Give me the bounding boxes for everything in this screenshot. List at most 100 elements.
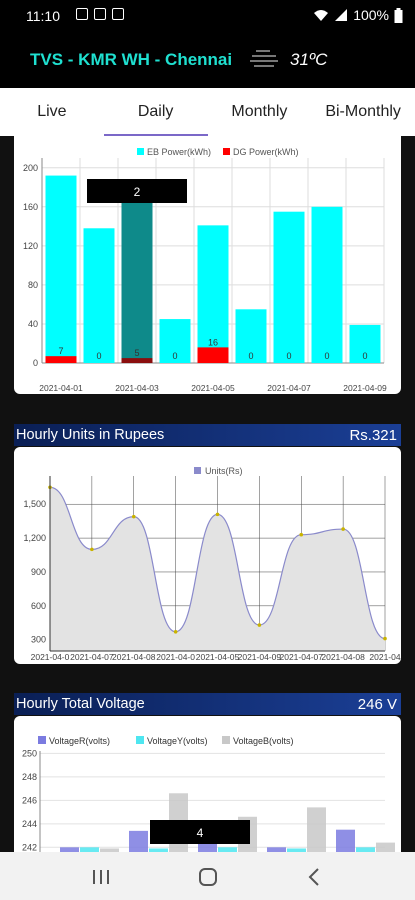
eb-power-bar [159, 319, 191, 363]
y-tick-label: 300 [31, 635, 46, 645]
location-title: TVS - KMR WH - Chennai [30, 50, 233, 69]
data-point [131, 514, 136, 519]
legend-swatch [194, 467, 201, 474]
system-nav-bar [0, 852, 415, 900]
y-tick-label: 600 [31, 601, 46, 611]
signal-icon [335, 9, 348, 21]
fog-icon [250, 50, 278, 67]
status-right: 100% [313, 7, 403, 23]
x-tick-label: 2021-04-08 [321, 652, 365, 662]
x-tick-label: 2021-04-05 [191, 383, 235, 393]
x-tick-label: 2021-04-07 [70, 652, 114, 662]
tab-live[interactable]: Live [37, 103, 67, 120]
camera-icon [112, 8, 124, 20]
battery-percent: 100% [353, 7, 389, 23]
bar-data-label: 0 [286, 351, 291, 361]
x-tick-label: 2021-04-01 [39, 383, 83, 393]
x-tick-label: 2021-04 [369, 652, 400, 662]
bar-data-label: 0 [362, 351, 367, 361]
eb-power-bar [235, 309, 267, 363]
x-tick-label: 2021-04-09 [343, 383, 387, 393]
image-icon [94, 8, 106, 20]
area-fill [50, 487, 385, 651]
chart-tooltip [87, 179, 187, 203]
dg-power-bar [45, 356, 77, 363]
wifi-icon [314, 10, 329, 21]
data-point [173, 630, 178, 634]
rupees-card: Units(Rs) 300 600 900 1,200 1,500 2021-04-0 202… [14, 447, 401, 664]
legend-label: VoltageR(volts) [49, 736, 110, 746]
voltage-bar [100, 848, 119, 852]
y-tick-label: 1,200 [23, 533, 46, 543]
eb-power-bar [121, 197, 153, 363]
legend-label: VoltageB(volts) [233, 736, 294, 746]
voltage-bar [336, 829, 355, 852]
legend-label: EB Power(kWh) [147, 147, 211, 157]
home-icon[interactable] [193, 866, 223, 888]
y-tick-label: 250 [22, 748, 37, 758]
bar-data-label: 7 [58, 346, 63, 356]
voltage-section-title: Hourly Total Voltage [16, 696, 145, 712]
eb-power-bar [273, 211, 305, 363]
voltage-bar [267, 847, 286, 852]
eb-power-bar [83, 228, 115, 363]
notification-icons [76, 8, 124, 20]
data-point [299, 532, 304, 537]
x-tick-label: 2021-04-08 [112, 652, 156, 662]
chart-tooltip [150, 820, 250, 844]
voltage-bar [287, 848, 306, 852]
x-tick-label: 2021-04-09 [238, 652, 282, 662]
legend-swatch [38, 736, 46, 744]
data-point [215, 512, 220, 517]
voltage-value: 246 V [357, 695, 397, 713]
legend-swatch [223, 148, 230, 155]
voltage-bar [198, 842, 217, 852]
voltage-bar [376, 842, 395, 852]
y-tick-label: 246 [22, 795, 37, 805]
tab-bi-monthly[interactable]: Bi-Monthly [325, 103, 401, 120]
dg-power-bar [121, 358, 153, 363]
recent-apps-icon[interactable] [86, 866, 116, 888]
data-point [383, 636, 387, 641]
data-point [341, 527, 345, 531]
x-tick-label: 2021-04-07 [267, 383, 311, 393]
battery-icon [394, 7, 403, 23]
chart-tooltip-value: 2 [134, 185, 141, 199]
notification-icon [76, 8, 88, 20]
legend-swatch [222, 736, 230, 744]
voltage-bar [307, 807, 326, 852]
y-tick-label: 242 [22, 842, 37, 852]
legend-label: VoltageY(volts) [147, 736, 208, 746]
y-tick-label: 900 [31, 567, 46, 577]
period-tabs: Live Daily Monthly Bi-Monthly [0, 88, 415, 136]
status-bar: 11:10 100% [0, 0, 415, 32]
y-tick-label: 248 [22, 772, 37, 782]
x-tick-label: 2021-04-0 [31, 652, 70, 662]
eb-power-bar [45, 175, 77, 363]
x-tick-label: 2021-04-03 [115, 383, 159, 393]
daily-power-chart[interactable]: EB Power(kWh) DG Power(kWh)04080120160200… [14, 136, 401, 394]
eb-power-bar [197, 225, 229, 363]
data-point [257, 623, 262, 627]
legend-swatch [136, 736, 144, 744]
data-point [90, 547, 94, 552]
y-tick-label: 120 [23, 241, 38, 251]
y-tick-label: 244 [22, 819, 37, 829]
tab-monthly[interactable]: Monthly [231, 103, 288, 120]
chart-tooltip-value: 4 [197, 826, 204, 840]
voltage-bar [60, 847, 79, 852]
voltage-bar [356, 847, 375, 852]
legend-label: Units(Rs) [205, 466, 243, 476]
x-tick-label: 2021-04-05 [196, 652, 240, 662]
bar-data-label: 0 [172, 351, 177, 361]
status-time: 11:10 [26, 8, 60, 24]
back-icon[interactable] [300, 866, 330, 888]
y-tick-label: 80 [28, 280, 38, 290]
tab-daily[interactable]: Daily [103, 88, 208, 136]
voltage-bar-chart[interactable]: VoltageR(volts) VoltageY(volts) VoltageB(v… [14, 716, 401, 852]
temperature: 31ºC [290, 50, 328, 69]
eb-power-bar [349, 324, 381, 363]
y-tick-label: 40 [28, 319, 38, 329]
app-bar: TVS - KMR WH - Chennai 31ºC [0, 32, 415, 88]
